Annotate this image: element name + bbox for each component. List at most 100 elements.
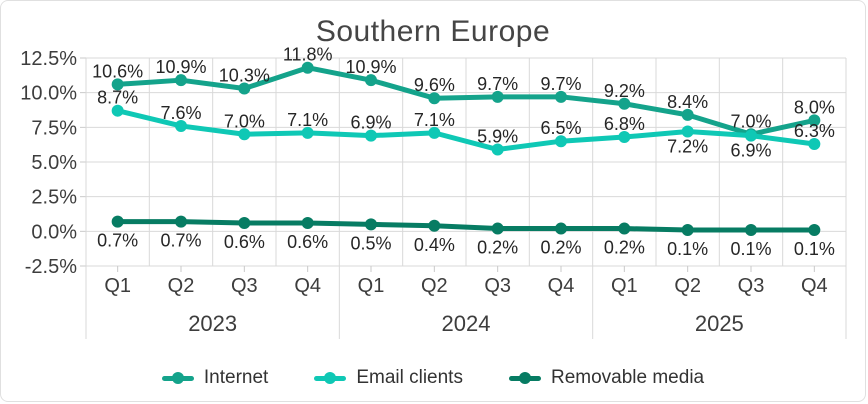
data-point[interactable] <box>301 217 314 230</box>
data-point[interactable] <box>301 61 314 74</box>
data-label: 0.7% <box>160 231 201 251</box>
data-label: 0.4% <box>414 235 455 255</box>
data-point[interactable] <box>175 215 187 228</box>
data-label: 6.8% <box>604 114 645 134</box>
data-point[interactable] <box>238 217 251 230</box>
data-point[interactable] <box>618 222 631 235</box>
x-tick-label: Q4 <box>801 275 828 297</box>
x-axis: 2023 Q1 Q2 Q3 Q4 2024 Q1 Q2 Q3 Q4 2025 Q1 Q2 Q3 Q4 <box>85 266 847 339</box>
data-point[interactable] <box>681 223 694 236</box>
data-label: 0.7% <box>97 231 138 251</box>
data-label: 10.9% <box>345 57 396 77</box>
year-label: 2023 <box>188 311 237 336</box>
data-point[interactable] <box>365 129 377 142</box>
series-labels-email-clients: 8.7% 7.6% 7.0% 7.1% 6.9% 7.1% 5.9% 6.5% 6.8% 7.2%… <box>97 88 835 161</box>
data-label: 7.2% <box>667 136 708 156</box>
legend-label: Removable media <box>550 367 705 388</box>
data-point[interactable] <box>238 82 251 95</box>
data-point[interactable] <box>238 128 251 141</box>
legend-label: Email clients <box>356 367 463 388</box>
data-label: 7.6% <box>160 103 201 123</box>
data-label: 9.7% <box>477 74 518 94</box>
series-line <box>115 65 817 137</box>
series-line <box>115 108 817 153</box>
legend-dot-icon <box>518 372 531 384</box>
x-tick-label: Q3 <box>231 275 258 297</box>
data-label: 8.7% <box>97 88 138 108</box>
data-label: 10.9% <box>155 57 206 77</box>
data-label: 10.3% <box>219 66 270 86</box>
data-label: 9.7% <box>540 74 581 94</box>
data-label: 0.6% <box>224 232 265 252</box>
legend-item-removable-media[interactable]: Removable media <box>508 367 705 389</box>
data-label: 7.0% <box>730 111 771 131</box>
data-point[interactable] <box>491 90 504 103</box>
data-label: 6.5% <box>540 118 581 138</box>
data-point[interactable] <box>808 137 821 150</box>
data-point[interactable] <box>428 92 441 105</box>
data-point[interactable] <box>681 108 694 121</box>
data-point[interactable] <box>618 131 631 144</box>
data-label: 9.2% <box>604 81 645 101</box>
data-label: 0.2% <box>540 238 581 258</box>
data-label: 0.5% <box>350 233 391 253</box>
chart-legend: Internet Email clients Removable media <box>1 367 865 389</box>
data-point[interactable] <box>555 222 567 235</box>
data-point[interactable] <box>491 222 504 235</box>
data-label: 7.0% <box>224 111 265 131</box>
year-label: 2025 <box>695 311 744 336</box>
x-tick-label: Q1 <box>611 275 638 297</box>
data-point[interactable] <box>555 135 567 148</box>
data-label: 6.9% <box>350 113 391 133</box>
data-point[interactable] <box>681 125 694 138</box>
data-point[interactable] <box>175 74 187 87</box>
data-label: 9.6% <box>414 75 455 95</box>
data-label: 8.4% <box>667 92 708 112</box>
data-label: 8.0% <box>794 97 835 117</box>
year-label: 2024 <box>442 311 491 336</box>
data-label: 6.9% <box>730 141 771 161</box>
y-tick-label: 10.0% <box>20 83 77 105</box>
data-label: 7.1% <box>414 110 455 130</box>
data-point[interactable] <box>745 223 757 236</box>
data-point[interactable] <box>618 97 631 110</box>
series-line <box>115 219 817 233</box>
x-tick-label: Q4 <box>548 275 575 297</box>
legend-marker-icon <box>161 372 194 384</box>
x-tick-label: Q2 <box>168 275 195 297</box>
data-point[interactable] <box>301 126 314 139</box>
data-point[interactable] <box>491 143 504 156</box>
data-label: 0.1% <box>667 239 708 259</box>
data-point[interactable] <box>555 90 567 103</box>
data-point[interactable] <box>111 215 124 228</box>
y-tick-label: 5.0% <box>31 152 77 174</box>
x-tick-label: Q3 <box>738 275 765 297</box>
y-tick-label: 2.5% <box>31 187 77 209</box>
x-tick-label: Q3 <box>484 275 511 297</box>
legend-marker-icon <box>314 372 347 384</box>
series-labels-removable-media: 0.7% 0.7% 0.6% 0.6% 0.5% 0.4% 0.2% 0.2% 0.2% 0.1%… <box>97 231 835 259</box>
data-label: 10.6% <box>92 61 143 81</box>
x-tick-label: Q4 <box>294 275 321 297</box>
legend-label: Internet <box>203 367 269 388</box>
data-point[interactable] <box>745 129 757 142</box>
series-labels-internet: 10.6% 10.9% 10.3% 11.8% 10.9% 9.6% 9.7% 9.7% 9.2… <box>92 45 835 132</box>
x-tick-label: Q1 <box>358 275 385 297</box>
data-point[interactable] <box>365 218 377 231</box>
series-email-clients <box>111 104 821 156</box>
data-point[interactable] <box>175 119 187 132</box>
legend-dot-icon <box>324 372 337 384</box>
data-label: 0.1% <box>794 239 835 259</box>
data-point[interactable] <box>111 104 124 117</box>
data-label: 0.6% <box>287 232 328 252</box>
data-point[interactable] <box>428 126 441 139</box>
data-label: 6.3% <box>794 121 835 141</box>
data-label: 0.2% <box>477 238 518 258</box>
data-point[interactable] <box>808 114 821 127</box>
data-point[interactable] <box>365 74 377 87</box>
legend-item-email-clients[interactable]: Email clients <box>314 367 463 389</box>
data-point[interactable] <box>111 78 124 91</box>
data-point[interactable] <box>808 223 821 236</box>
legend-item-internet[interactable]: Internet <box>161 367 269 389</box>
data-point[interactable] <box>428 219 441 232</box>
